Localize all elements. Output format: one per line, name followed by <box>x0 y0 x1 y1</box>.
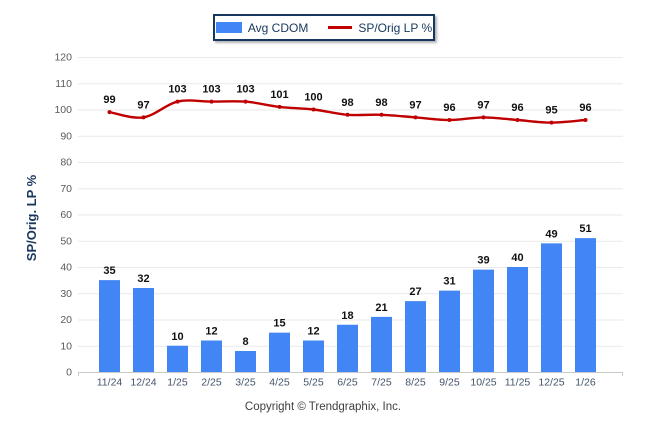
svg-text:97: 97 <box>477 99 489 111</box>
svg-text:20: 20 <box>60 314 72 326</box>
svg-text:100: 100 <box>304 92 322 104</box>
value-labels: 35 32 10 12 8 15 12 18 21 27 31 39 40 49 51 99 97 103 103 1… <box>103 84 591 348</box>
svg-text:12/25: 12/25 <box>538 377 564 389</box>
svg-text:15: 15 <box>273 318 285 330</box>
svg-text:90: 90 <box>60 130 72 142</box>
svg-text:18: 18 <box>341 310 353 322</box>
svg-text:50: 50 <box>60 235 72 247</box>
svg-text:35: 35 <box>103 265 115 277</box>
bar-series <box>99 238 596 372</box>
svg-text:1/25: 1/25 <box>167 377 188 389</box>
svg-text:49: 49 <box>545 228 557 240</box>
copyright-text: Copyright © Trendgraphix, Inc. <box>244 401 402 413</box>
svg-text:80: 80 <box>60 157 72 169</box>
svg-text:10: 10 <box>60 340 72 352</box>
bar-series-swatch-icon <box>215 22 242 33</box>
svg-text:99: 99 <box>103 94 115 106</box>
svg-text:51: 51 <box>579 223 591 235</box>
gridlines <box>78 57 623 376</box>
svg-text:97: 97 <box>137 99 149 111</box>
x-axis-tick-labels: 11/24 12/24 1/25 2/25 3/25 4/25 5/25 6/25 7/25 8/… <box>97 377 596 389</box>
svg-text:10/25: 10/25 <box>470 377 496 389</box>
legend-label-avg-cdom: Avg CDOM <box>247 20 309 35</box>
svg-text:31: 31 <box>443 276 455 288</box>
svg-text:8/25: 8/25 <box>405 377 426 389</box>
svg-text:3/25: 3/25 <box>235 377 256 389</box>
svg-text:12: 12 <box>307 326 319 338</box>
svg-text:97: 97 <box>409 99 421 111</box>
svg-text:101: 101 <box>270 89 288 101</box>
legend-label-sp-orig-lp: SP/Orig LP % <box>358 20 433 35</box>
svg-text:103: 103 <box>168 84 186 96</box>
svg-text:7/25: 7/25 <box>371 377 392 389</box>
line-series <box>107 99 588 125</box>
svg-text:103: 103 <box>202 84 220 96</box>
svg-text:40: 40 <box>511 252 523 264</box>
svg-text:27: 27 <box>409 286 421 298</box>
svg-text:21: 21 <box>375 302 387 314</box>
chart-legend: Avg CDOM SP/Orig LP % <box>213 14 435 41</box>
svg-text:60: 60 <box>60 209 72 221</box>
svg-text:32: 32 <box>137 273 149 285</box>
y-axis-tick-labels: 0 10 20 30 40 50 60 70 80 90 100 110 120 <box>54 52 72 379</box>
svg-text:100: 100 <box>54 104 72 116</box>
svg-text:11/25: 11/25 <box>505 377 531 389</box>
svg-text:98: 98 <box>341 97 353 109</box>
svg-text:2/25: 2/25 <box>201 377 222 389</box>
svg-text:11/24: 11/24 <box>97 377 123 389</box>
y-axis-title: SP/Orig. LP % <box>24 174 39 261</box>
svg-text:40: 40 <box>60 262 72 274</box>
svg-text:9/25: 9/25 <box>439 377 460 389</box>
svg-text:103: 103 <box>236 84 254 96</box>
svg-text:98: 98 <box>375 97 387 109</box>
line-series-swatch-icon <box>328 26 353 29</box>
svg-text:120: 120 <box>54 52 72 64</box>
svg-text:70: 70 <box>60 183 72 195</box>
svg-text:30: 30 <box>60 288 72 300</box>
svg-text:10: 10 <box>171 331 183 343</box>
svg-text:110: 110 <box>55 78 72 90</box>
svg-text:95: 95 <box>545 105 557 117</box>
svg-text:6/25: 6/25 <box>337 377 358 389</box>
svg-text:96: 96 <box>579 102 591 114</box>
svg-text:8: 8 <box>242 336 248 348</box>
svg-text:39: 39 <box>477 255 489 267</box>
svg-text:12/24: 12/24 <box>130 377 156 389</box>
svg-text:1/26: 1/26 <box>575 377 596 389</box>
svg-text:96: 96 <box>443 102 455 114</box>
svg-text:4/25: 4/25 <box>269 377 290 389</box>
svg-text:5/25: 5/25 <box>303 377 324 389</box>
svg-text:0: 0 <box>66 367 72 379</box>
svg-text:96: 96 <box>511 102 523 114</box>
svg-text:12: 12 <box>205 326 217 338</box>
